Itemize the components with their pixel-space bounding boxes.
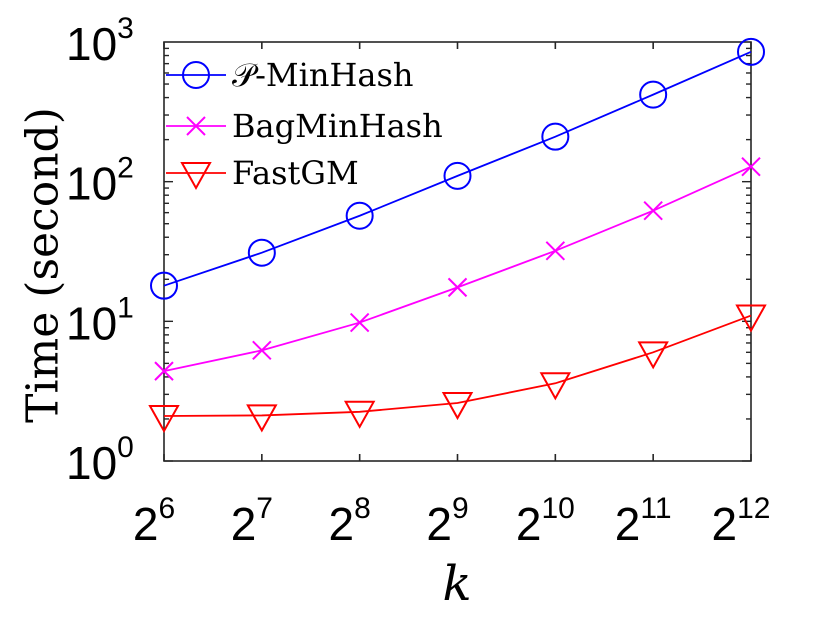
x-tick-base: 2 (712, 498, 738, 550)
x-tick-label: 211 (615, 492, 672, 550)
data-point (441, 392, 474, 421)
x-tick-label: 210 (516, 492, 575, 550)
data-point (345, 201, 374, 230)
data-point (639, 80, 668, 109)
x-tick-exponent: 10 (541, 492, 574, 525)
x-marker-stroke (741, 156, 761, 177)
data-point (150, 271, 178, 300)
y-tick-exponent: 0 (117, 431, 134, 464)
x-tick-label: 26 (133, 492, 175, 550)
data-point (541, 122, 570, 151)
x-marker-stroke (349, 312, 370, 333)
x-tick-label: 212 (712, 492, 771, 550)
x-tick-exponent: 9 (452, 492, 469, 525)
x-tick-base: 2 (426, 498, 452, 550)
legend-marker (186, 116, 206, 136)
x-tick-exponent: 6 (158, 492, 175, 525)
data-point (247, 238, 276, 267)
series-line (163, 314, 752, 417)
legend-item: FastGM (166, 154, 359, 192)
data-point (148, 404, 180, 434)
series-layer (148, 37, 767, 434)
legend-item: BagMinHash (166, 107, 443, 145)
y-tick-label: 102 (66, 152, 134, 210)
x-tick-label: 27 (231, 492, 273, 550)
data-point (154, 361, 174, 381)
data-point (539, 372, 572, 401)
y-tick-exponent: 1 (117, 291, 134, 324)
x-tick-label: 28 (329, 492, 371, 550)
x-marker-stroke (447, 277, 468, 298)
x-tick-base: 2 (133, 498, 159, 550)
x-axis-title: k (442, 556, 471, 612)
data-point (447, 277, 468, 298)
series-2 (148, 304, 767, 434)
legend-item: 𝒫-MinHash (166, 56, 414, 94)
series-1 (154, 156, 761, 381)
series-0 (150, 37, 765, 300)
legend-label: FastGM (232, 154, 359, 192)
x-tick-exponent: 7 (256, 492, 273, 525)
x-tick-base: 2 (231, 498, 257, 550)
data-point (252, 340, 272, 361)
data-point (643, 200, 663, 221)
x-tick-exponent: 12 (737, 492, 770, 525)
plot-border (163, 41, 752, 462)
data-point (443, 161, 472, 190)
data-point (343, 400, 376, 429)
y-tick-exponent: 2 (117, 152, 134, 185)
legend-label: 𝒫-MinHash (232, 56, 414, 94)
y-tick-label: 101 (66, 291, 134, 349)
series-line (163, 165, 752, 373)
legend: 𝒫-MinHash BagMinHash FastGM (166, 56, 443, 192)
x-marker-stroke (154, 361, 174, 381)
data-point (246, 404, 278, 433)
legend-label: BagMinHash (232, 107, 443, 145)
plot-frame (163, 41, 752, 462)
legend-marker (180, 162, 212, 191)
x-tick-label: 29 (426, 492, 468, 550)
x-tick-exponent: 8 (354, 492, 371, 525)
series-line (163, 51, 752, 287)
data-point (637, 341, 669, 370)
y-axis-title-text: Time (second) (18, 107, 69, 423)
x-marker-stroke (643, 200, 663, 221)
y-tick-base: 10 (66, 437, 117, 489)
y-tick-base: 10 (66, 158, 117, 210)
data-point (741, 156, 761, 177)
y-tick-exponent: 3 (117, 12, 134, 45)
x-marker-stroke (545, 241, 566, 261)
x-tick-exponent: 11 (640, 492, 671, 525)
data-point (735, 304, 767, 333)
y-axis-title: Time (second) (18, 107, 69, 423)
x-tick-base: 2 (615, 498, 641, 550)
data-point (545, 241, 566, 261)
x-tick-base: 2 (516, 498, 542, 550)
data-point (349, 312, 370, 333)
y-tick-label: 103 (66, 12, 134, 70)
y-tick-base: 10 (66, 297, 117, 349)
x-tick-base: 2 (329, 498, 355, 550)
y-tick-label: 100 (66, 431, 134, 489)
y-tick-base: 10 (66, 18, 117, 70)
x-marker-stroke (186, 116, 206, 136)
data-point (737, 37, 765, 66)
legend-marker (182, 61, 210, 89)
x-marker-stroke (252, 340, 272, 361)
ticks (163, 42, 752, 462)
